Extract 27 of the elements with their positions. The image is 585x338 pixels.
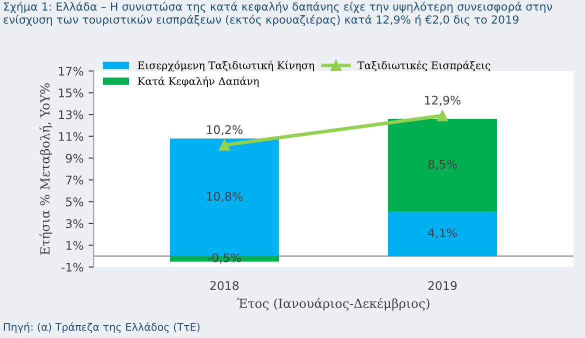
y-tick-label: 1% bbox=[66, 240, 84, 250]
data-label: 12,9% bbox=[425, 96, 461, 106]
legend-label: Ταξιδιωτικές Εισπράξεις bbox=[357, 60, 490, 72]
data-label: 8,5% bbox=[428, 160, 457, 170]
y-tick-label: 11% bbox=[58, 132, 84, 141]
y-tick-label: 5% bbox=[66, 197, 84, 206]
y-tick-label: 7% bbox=[66, 176, 84, 185]
y-tick-label: -1% bbox=[61, 262, 84, 272]
data-label: -0,5% bbox=[208, 253, 241, 264]
data-label: 4,1% bbox=[428, 228, 457, 238]
data-label: 10,2% bbox=[206, 125, 243, 136]
y-tick-label: 9% bbox=[66, 154, 84, 163]
y-tick-label: 13% bbox=[58, 110, 84, 120]
legend-label: Κατά Κεφαλήν Δαπάνη bbox=[138, 76, 259, 88]
x-tick-label: 2018 bbox=[210, 281, 239, 290]
data-label: 10,8% bbox=[206, 192, 243, 202]
y-tick-label: 15% bbox=[58, 88, 84, 98]
text: Πηγή: (α) Τράπεζα της Ελλάδος (ΤτΕ) bbox=[4, 322, 200, 333]
bar bbox=[388, 118, 497, 212]
chart-title: Σχήμα 1: Ελλάδα – Η συνιστώσα της κατά κεφαλήν δαπάνης είχε την υψηλότερη συνεισφορά στην ενίσχυση των τουριστικών εισπράξεων (εκτός κρουαζιέρας) κατά 12,9% ή €2,0 δις το 2019 bbox=[4, 2, 552, 26]
bar bbox=[388, 211, 497, 256]
x-axis-title: Έτος (Ιανουάριος-Δεκέμβριος) bbox=[236, 298, 430, 310]
y-tick-label: 17% bbox=[58, 66, 84, 76]
legend-label: Εισερχόμενη Ταξιδιωτική Κίνηση bbox=[138, 60, 314, 72]
y-axis-title: Ετήσια % Μεταβολή, YoY% bbox=[39, 83, 52, 255]
x-tick-label: 2019 bbox=[428, 281, 457, 290]
y-tick-label: 3% bbox=[66, 219, 84, 228]
